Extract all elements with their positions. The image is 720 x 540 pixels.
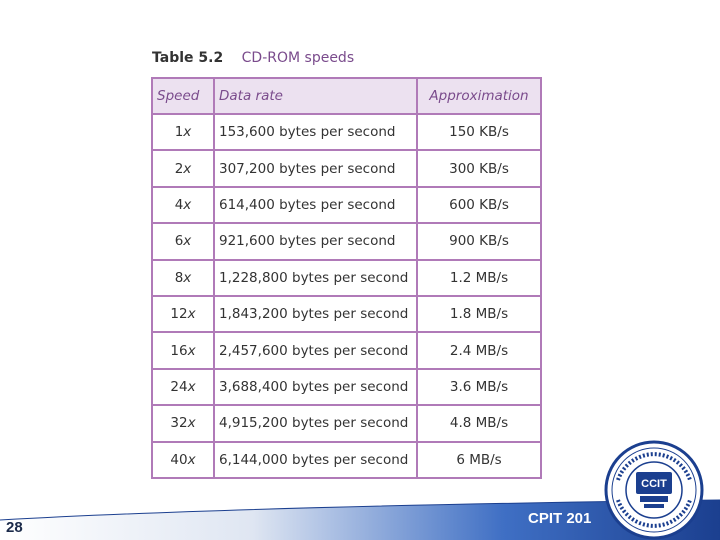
speed-x-suffix: x bbox=[187, 415, 196, 432]
speed-multiplier: 8 bbox=[174, 269, 184, 286]
speed-multiplier: 24 bbox=[170, 378, 188, 395]
speed-x-suffix: x bbox=[183, 269, 192, 286]
speed-multiplier: 1 bbox=[174, 124, 184, 141]
table-row: 8x 1,228,800 bytes per second 1.2 MB/s bbox=[151, 258, 542, 297]
speed-x-suffix: x bbox=[187, 378, 196, 395]
approximation-cell: 900 KB/s bbox=[416, 222, 542, 261]
table-title: CD-ROM speeds bbox=[241, 50, 355, 66]
table-row: 16x 2,457,600 bytes per second 2.4 MB/s bbox=[151, 331, 542, 370]
approximation-cell: 600 KB/s bbox=[416, 185, 542, 225]
table-number: Table 5.2 bbox=[152, 50, 224, 66]
table-caption: Table 5.2 CD-ROM speeds bbox=[152, 50, 354, 66]
data-rate-cell: 921,600 bytes per second bbox=[213, 222, 418, 261]
data-rate-cell: 2,457,600 bytes per second bbox=[213, 331, 418, 370]
svg-text:CCIT: CCIT bbox=[641, 478, 667, 490]
approximation-cell: 4.8 MB/s bbox=[416, 404, 542, 443]
speed-x-suffix: x bbox=[183, 160, 192, 177]
speed-x-suffix: x bbox=[187, 306, 196, 323]
speed-x-suffix: x bbox=[183, 124, 192, 141]
speed-x-suffix: x bbox=[183, 233, 192, 250]
speed-cell: 2x bbox=[151, 149, 215, 188]
approximation-cell: 2.4 MB/s bbox=[416, 331, 542, 370]
university-seal-logo: CCIT bbox=[604, 440, 704, 540]
speed-multiplier: 12 bbox=[170, 306, 188, 323]
data-rate-cell: 614,400 bytes per second bbox=[213, 185, 418, 225]
data-rate-cell: 153,600 bytes per second bbox=[213, 112, 418, 152]
table-row: 6x 921,600 bytes per second 900 KB/s bbox=[151, 222, 542, 261]
speed-multiplier: 6 bbox=[174, 233, 184, 250]
table-row: 40x 6,144,000 bytes per second 6 MB/s bbox=[151, 440, 542, 479]
data-rate-cell: 4,915,200 bytes per second bbox=[213, 404, 418, 443]
approximation-cell: 1.8 MB/s bbox=[416, 294, 542, 334]
table-row: 24x 3,688,400 bytes per second 3.6 MB/s bbox=[151, 367, 542, 407]
header-speed: Speed bbox=[151, 77, 215, 115]
table-row: 1x 153,600 bytes per second 150 KB/s bbox=[151, 112, 542, 152]
table-row: 2x 307,200 bytes per second 300 KB/s bbox=[151, 149, 542, 188]
speed-x-suffix: x bbox=[183, 196, 192, 213]
speed-cell: 12x bbox=[151, 294, 215, 334]
course-code: CPIT 201 bbox=[528, 510, 592, 527]
speed-cell: 1x bbox=[151, 112, 215, 152]
data-rate-cell: 6,144,000 bytes per second bbox=[213, 440, 418, 479]
speed-x-suffix: x bbox=[187, 342, 196, 359]
speed-multiplier: 16 bbox=[170, 342, 188, 359]
table-row: 32x 4,915,200 bytes per second 4.8 MB/s bbox=[151, 404, 542, 443]
speed-multiplier: 4 bbox=[174, 196, 184, 213]
speed-cell: 16x bbox=[151, 331, 215, 370]
data-rate-cell: 3,688,400 bytes per second bbox=[213, 367, 418, 407]
speed-multiplier: 40 bbox=[170, 451, 188, 468]
speed-cell: 4x bbox=[151, 185, 215, 225]
header-data-rate: Data rate bbox=[213, 77, 418, 115]
speed-cell: 8x bbox=[151, 258, 215, 297]
approximation-cell: 6 MB/s bbox=[416, 440, 542, 479]
cd-rom-speeds-table: Speed Data rate Approximation 1x 153,600 … bbox=[151, 77, 542, 479]
data-rate-cell: 307,200 bytes per second bbox=[213, 149, 418, 188]
approximation-cell: 300 KB/s bbox=[416, 149, 542, 188]
data-rate-cell: 1,228,800 bytes per second bbox=[213, 258, 418, 297]
speed-cell: 40x bbox=[151, 440, 215, 479]
approximation-cell: 150 KB/s bbox=[416, 112, 542, 152]
approximation-cell: 3.6 MB/s bbox=[416, 367, 542, 407]
speed-x-suffix: x bbox=[187, 451, 196, 468]
footer-band bbox=[0, 499, 720, 540]
table-row: 12x 1,843,200 bytes per second 1.8 MB/s bbox=[151, 294, 542, 334]
page-number: 28 bbox=[6, 519, 23, 536]
speed-cell: 24x bbox=[151, 367, 215, 407]
speed-cell: 32x bbox=[151, 404, 215, 443]
speed-multiplier: 2 bbox=[174, 160, 184, 177]
approximation-cell: 1.2 MB/s bbox=[416, 258, 542, 297]
speed-multiplier: 32 bbox=[170, 415, 188, 432]
header-approximation: Approximation bbox=[416, 77, 542, 115]
table-header-row: Speed Data rate Approximation bbox=[151, 77, 542, 115]
data-rate-cell: 1,843,200 bytes per second bbox=[213, 294, 418, 334]
speed-cell: 6x bbox=[151, 222, 215, 261]
table-row: 4x 614,400 bytes per second 600 KB/s bbox=[151, 185, 542, 225]
